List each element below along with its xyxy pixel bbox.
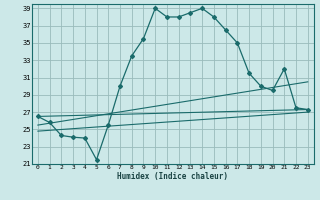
X-axis label: Humidex (Indice chaleur): Humidex (Indice chaleur) bbox=[117, 172, 228, 181]
